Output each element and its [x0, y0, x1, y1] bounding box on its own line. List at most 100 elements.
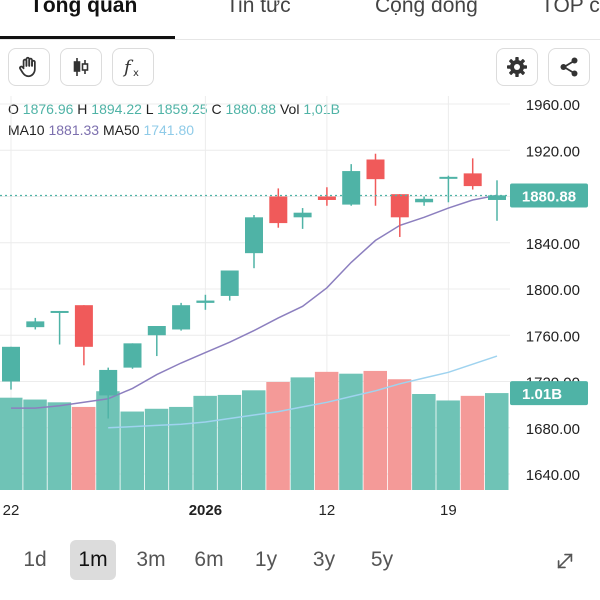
- volume-value: 1,01B: [303, 101, 340, 117]
- y-tick-label: 1680.00: [526, 421, 580, 438]
- top-tabs: Tổng quan Tin tức Cộng đồng TOP c: [0, 0, 600, 40]
- y-tick-label: 1640.00: [526, 467, 580, 484]
- volume-bar: [217, 394, 242, 490]
- ma10-line: [11, 194, 498, 409]
- tab-news[interactable]: Tin tức: [226, 0, 291, 17]
- ma50-value: 1741.80: [143, 122, 195, 138]
- tab-community[interactable]: Cộng đồng: [375, 0, 478, 17]
- volume-tag: [510, 381, 588, 406]
- candlestick-icon: [73, 58, 89, 76]
- drawing-tool-button[interactable]: [8, 48, 50, 86]
- last-price-tag: [510, 183, 588, 208]
- candle-body: [439, 176, 458, 179]
- candle-body: [2, 346, 20, 382]
- gear-icon: [507, 57, 527, 77]
- volume-bar: [144, 408, 169, 490]
- volume-bar: [242, 390, 266, 490]
- candle-body: [463, 173, 482, 187]
- candle-body: [342, 171, 361, 205]
- volume-bar: [23, 399, 47, 490]
- volume-bar: [363, 370, 387, 490]
- range-3m-button[interactable]: 3m: [136, 548, 166, 571]
- volume-bar: [120, 411, 144, 490]
- ma10-label: MA10: [8, 122, 45, 138]
- candle-body: [147, 326, 166, 336]
- tab-top[interactable]: TOP c: [541, 0, 600, 17]
- low-value: 1859.25: [156, 101, 208, 117]
- x-tick-label: 12: [319, 502, 336, 519]
- volume-bar: [387, 379, 412, 490]
- open-value: 1876.96: [22, 101, 74, 117]
- volume-bar: [290, 377, 315, 490]
- volume-bar: [314, 371, 339, 490]
- high-label: H: [77, 101, 88, 117]
- range-1d-button[interactable]: 1d: [23, 548, 47, 571]
- volume-bar: [0, 397, 23, 490]
- last-price-label: 1880.88: [522, 188, 576, 205]
- candle-body: [123, 343, 142, 368]
- y-tick-label: 1840.00: [526, 236, 580, 253]
- range-1m-button[interactable]: 1m: [70, 540, 116, 580]
- open-label: O: [8, 101, 19, 117]
- x-tick-label: 2026: [189, 502, 222, 519]
- candle-body: [293, 212, 312, 218]
- range-5y-button[interactable]: 5y: [370, 548, 394, 571]
- share-button[interactable]: [548, 48, 590, 86]
- candle-body: [220, 270, 239, 296]
- candle-body: [366, 159, 385, 180]
- y-tick-label: 1800.00: [526, 282, 580, 299]
- svg-text:x: x: [133, 68, 139, 79]
- chart-type-button[interactable]: [60, 48, 102, 86]
- close-value: 1880.88: [225, 101, 277, 117]
- candle-body: [196, 300, 215, 303]
- active-tab-indicator: [0, 36, 175, 39]
- volume-bar: [193, 395, 217, 490]
- ma10-value: 1881.33: [48, 122, 100, 138]
- candle-body: [415, 198, 434, 203]
- x-tick-label: 19: [440, 502, 457, 519]
- volume-bar: [47, 402, 72, 490]
- hand-icon: [19, 56, 36, 78]
- volume-bar: [460, 395, 485, 490]
- candle-body: [74, 305, 93, 347]
- low-label: L: [145, 101, 154, 117]
- range-selector: 1d 1m 3m 6m 1y 3y 5y: [0, 536, 600, 586]
- candle-body: [172, 305, 191, 330]
- volume-bar: [266, 382, 290, 490]
- candle-body: [390, 194, 409, 218]
- y-tick-label: 1920.00: [526, 143, 580, 160]
- volume-label: Vol: [279, 101, 300, 117]
- x-tick-label: 22: [3, 502, 20, 519]
- tab-overview[interactable]: Tổng quan: [30, 0, 138, 17]
- y-tick-label: 1960.00: [526, 97, 580, 114]
- candle-body: [269, 196, 288, 224]
- volume-bar: [412, 394, 436, 490]
- candle-body: [26, 321, 45, 328]
- candle-body: [317, 196, 336, 200]
- settings-button[interactable]: [496, 48, 538, 86]
- volume-bar: [71, 406, 96, 490]
- candle-body: [50, 310, 69, 313]
- expand-icon: [557, 553, 573, 569]
- indicators-button[interactable]: f x: [112, 48, 154, 86]
- range-6m-button[interactable]: 6m: [194, 548, 224, 571]
- ma-info: MA10 1881.33 MA50 1741.80: [8, 122, 194, 138]
- volume-bar: [96, 391, 120, 490]
- volume-bar: [485, 393, 509, 490]
- close-label: C: [211, 101, 222, 117]
- range-3y-button[interactable]: 3y: [312, 548, 336, 571]
- volume-bar: [339, 373, 363, 490]
- price-chart[interactable]: 1960.001920.001880.001840.001800.001760.…: [0, 90, 600, 526]
- candle-body: [99, 369, 118, 396]
- range-1y-button[interactable]: 1y: [254, 548, 278, 571]
- share-icon: [560, 57, 578, 77]
- ma50-line: [108, 355, 498, 429]
- volume-bar: [169, 406, 193, 490]
- ma50-label: MA50: [102, 122, 140, 138]
- function-icon: f x: [122, 57, 139, 79]
- volume-bar: [436, 400, 460, 490]
- volume-tag-label: 1.01B: [522, 386, 562, 403]
- ohlc-info: O 1876.96 H 1894.22 L 1859.25 C 1880.88 …: [8, 101, 340, 117]
- fullscreen-button[interactable]: [548, 544, 582, 578]
- y-tick-label: 1760.00: [526, 328, 580, 345]
